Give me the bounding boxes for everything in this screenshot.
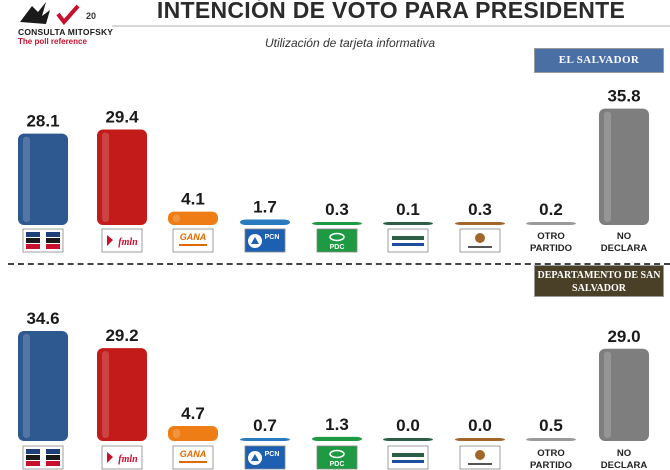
otro-partido-label-line2: PARTIDO xyxy=(530,460,572,470)
bar-gana xyxy=(168,211,218,225)
gana-logo-frame xyxy=(172,445,214,470)
bar-arena xyxy=(18,133,68,225)
otro-partido-label-line1: OTRO xyxy=(537,448,564,459)
pdc-fish-icon xyxy=(329,449,345,459)
logo-anniversary: 20 xyxy=(86,11,97,21)
bar-highlight xyxy=(173,214,180,222)
bar-highlight xyxy=(173,429,180,438)
region-label-el-salvador: EL SALVADOR xyxy=(534,48,664,73)
bar-pcn xyxy=(240,219,290,225)
pdc-fish-icon xyxy=(329,232,345,242)
mitofsky-logo: 20 CONSULTA MITOFSKY The poll reference xyxy=(2,0,114,50)
bar-pdc xyxy=(312,222,362,225)
data-label: 0.0 xyxy=(396,416,420,435)
fmln-logo-text: fmln xyxy=(118,237,138,248)
data-label: 29.0 xyxy=(607,327,640,346)
data-label: 4.1 xyxy=(181,190,205,209)
pcn-triangle-icon xyxy=(251,454,259,461)
bar-arena xyxy=(18,330,68,441)
gana-logo-underline xyxy=(179,461,207,463)
title-underline xyxy=(112,25,670,27)
arena-logo-cross xyxy=(40,231,46,250)
fmln-logo-frame xyxy=(101,445,143,470)
data-label: 0.2 xyxy=(539,200,563,219)
data-label: 34.6 xyxy=(26,309,59,328)
bar-no-declara xyxy=(599,348,649,441)
page-title: INTENCIÓN DE VOTO PARA PRESIDENTE xyxy=(156,0,626,23)
data-label: 0.3 xyxy=(468,200,492,219)
otro-partido-label-line2: PARTIDO xyxy=(530,243,572,254)
region-label-san-salvador: DEPARTAMENTO DE SAN SALVADOR xyxy=(534,265,664,297)
section-separator xyxy=(8,263,670,265)
arena-logo-cross xyxy=(40,448,46,467)
pcn-triangle-icon xyxy=(251,237,259,244)
data-label: 28.1 xyxy=(26,112,59,131)
pdc-logo-text: PDC xyxy=(330,461,345,468)
data-label: 29.2 xyxy=(105,326,138,345)
data-label: 0.0 xyxy=(468,416,492,435)
gana-logo-underline xyxy=(179,244,207,246)
pdc-logo-text: PDC xyxy=(330,244,345,251)
data-label: 0.7 xyxy=(253,416,277,435)
no-declara-label-line2: DECLARA xyxy=(601,243,648,254)
chart-section-2: 34.6 29.2 fmln 4.7 GANA 0.7 PCN 1.3 PDC 0.0 0.0 0.5… xyxy=(18,309,649,470)
logo-mark-icon xyxy=(20,2,80,26)
otro-partido-label-line1: OTRO xyxy=(537,231,564,242)
data-label: 1.7 xyxy=(253,197,277,216)
page-subtitle: Utilización de tarjeta informativa xyxy=(264,36,436,50)
bar-otro-partido xyxy=(526,222,576,225)
bar-fmln xyxy=(97,129,147,225)
gana-logo-text: GANA xyxy=(180,232,207,242)
bar-party-7 xyxy=(455,222,505,225)
no-declara-label-line2: DECLARA xyxy=(601,460,648,470)
fmln-star-icon xyxy=(107,235,113,246)
party6-logo-frame xyxy=(387,445,429,470)
data-label: 0.1 xyxy=(396,200,420,219)
party6-logo-band xyxy=(392,453,424,457)
no-declara-label-line1: NO xyxy=(617,231,631,242)
logo-brand: CONSULTA MITOFSKY xyxy=(18,27,114,37)
party6-logo-band-2 xyxy=(392,243,424,246)
bar-party-6 xyxy=(383,438,433,441)
chart-section-1: 28.1 29.4 fmln 4.1 GANA 1.7 PCN 0.3 PDC 0.1 0.3 0.2… xyxy=(18,87,649,254)
pcn-logo-text: PCN xyxy=(265,234,280,241)
data-label: 29.4 xyxy=(105,107,139,126)
bar-highlight xyxy=(102,351,109,438)
bar-highlight xyxy=(604,351,611,438)
bar-party-7 xyxy=(455,438,505,441)
party6-logo-band-2 xyxy=(392,460,424,463)
fmln-star-icon xyxy=(107,452,113,463)
data-label: 35.8 xyxy=(607,87,640,106)
party7-emblem-icon xyxy=(475,450,485,460)
bar-party-6 xyxy=(383,222,433,225)
bar-otro-partido xyxy=(526,438,576,441)
bar-highlight xyxy=(23,333,30,438)
bar-gana xyxy=(168,426,218,441)
bar-highlight xyxy=(23,136,30,222)
logo-tagline: The poll reference xyxy=(18,37,87,46)
bar-highlight xyxy=(102,132,109,222)
fmln-logo-text: fmln xyxy=(118,454,138,465)
party7-emblem-icon xyxy=(475,233,485,243)
fmln-logo-frame xyxy=(101,228,143,253)
data-label: 4.7 xyxy=(181,404,205,423)
party7-logo-line xyxy=(468,463,492,465)
data-label: 0.5 xyxy=(539,416,563,435)
gana-logo-text: GANA xyxy=(180,449,207,459)
pcn-logo-text: PCN xyxy=(265,451,280,458)
no-declara-label-line1: NO xyxy=(617,448,631,459)
bar-pdc xyxy=(312,436,362,441)
party6-logo-band xyxy=(392,236,424,240)
gana-logo-frame xyxy=(172,228,214,253)
bar-fmln xyxy=(97,348,147,441)
bar-pcn xyxy=(240,438,290,441)
data-label: 0.3 xyxy=(325,200,349,219)
bar-highlight xyxy=(604,111,611,222)
data-label: 1.3 xyxy=(325,415,349,434)
bar-no-declara xyxy=(599,108,649,225)
party7-logo-line xyxy=(468,246,492,248)
party6-logo-frame xyxy=(387,228,429,253)
